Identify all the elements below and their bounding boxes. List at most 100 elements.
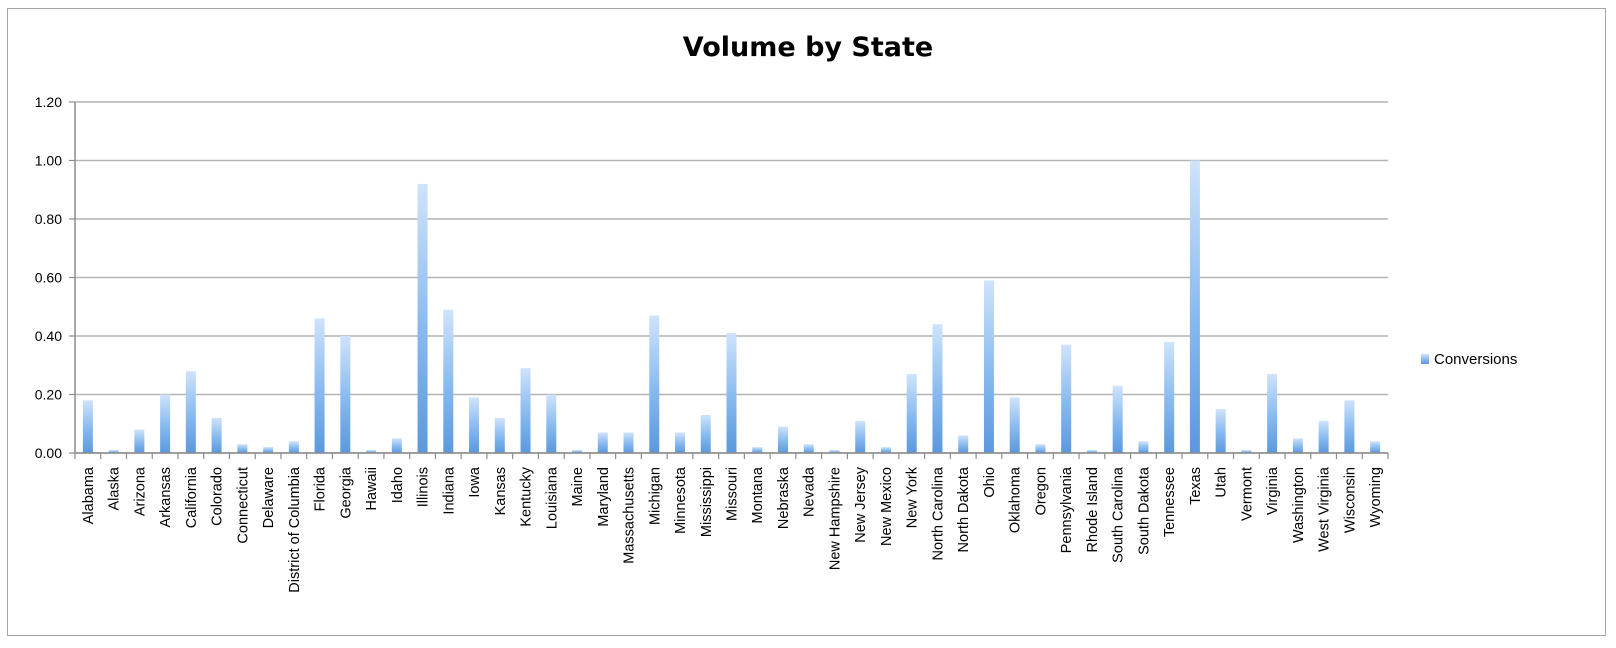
bar-oklahoma: [1009, 397, 1020, 453]
x-tick-label: Idaho: [390, 467, 406, 503]
legend: Conversions: [1421, 351, 1517, 368]
y-tick-label: 1.00: [35, 153, 62, 169]
bar-maine: [572, 450, 583, 453]
bar-california: [185, 371, 196, 453]
legend-label: Conversions: [1434, 351, 1517, 368]
bar-virginia: [1267, 374, 1278, 453]
x-tick-label: Florida: [313, 466, 329, 511]
bar-hawaii: [366, 450, 377, 453]
bar-mississippi: [700, 414, 711, 453]
bars: [82, 160, 1381, 453]
x-tick-label: Rhode Island: [1085, 467, 1101, 552]
y-tick-label: 0.20: [35, 387, 62, 403]
x-tick-label: Maine: [570, 467, 586, 507]
bar-arkansas: [160, 394, 171, 453]
x-tick-label: Connecticut: [235, 467, 251, 544]
x-tick-label: Louisiana: [544, 466, 560, 529]
x-tick-label: Vermont: [1239, 467, 1255, 521]
x-tick-label: Kentucky: [519, 466, 535, 526]
x-tick-label: Montana: [750, 466, 766, 523]
x-tick-label: Oklahoma: [1008, 466, 1024, 533]
bar-washington: [1292, 438, 1303, 453]
x-tick-label: Alaska: [107, 466, 123, 510]
bar-alaska: [108, 450, 119, 453]
x-tick-label: District of Columbia: [287, 466, 303, 593]
x-tick-label: Massachusetts: [622, 467, 638, 564]
x-axis: Alabama Alaska Arizona Arkansas California Co…: [74, 452, 1389, 593]
x-tick-label: Mississippi: [699, 467, 715, 537]
bar-tennessee: [1164, 341, 1175, 453]
bar-montana: [752, 447, 763, 453]
x-tick-label: Arkansas: [158, 467, 174, 527]
bar-rhode-island: [1086, 450, 1097, 453]
x-tick-label: Oregon: [1033, 467, 1049, 515]
x-tick-label: Delaware: [261, 467, 277, 528]
x-tick-label: Illinois: [416, 467, 432, 507]
x-tick-label: South Dakota: [1136, 466, 1152, 555]
bar-south-carolina: [1112, 385, 1123, 453]
bar-wisconsin: [1344, 400, 1355, 453]
bar-connecticut: [237, 444, 248, 453]
bar-colorado: [211, 417, 222, 453]
bar-wyoming: [1370, 441, 1381, 453]
chart-frame: [7, 8, 1606, 636]
x-tick-label: Nebraska: [776, 466, 792, 529]
bar-idaho: [391, 438, 402, 453]
x-tick-label: New Hampshire: [827, 467, 843, 570]
bar-florida: [314, 318, 325, 453]
chart-title: Volume by State: [682, 32, 934, 63]
x-tick-label: Nevada: [802, 466, 818, 517]
bar-ohio: [983, 280, 994, 453]
bar-minnesota: [675, 432, 686, 453]
bar-new-hampshire: [829, 450, 840, 453]
bar-south-dakota: [1138, 441, 1149, 453]
bar-illinois: [417, 183, 428, 453]
bar-massachusetts: [623, 432, 634, 453]
bar-west-virginia: [1318, 420, 1329, 453]
x-tick-label: North Carolina: [930, 466, 946, 560]
bar-arizona: [134, 429, 145, 453]
x-tick-label: California: [184, 466, 200, 528]
bar-north-carolina: [932, 324, 943, 453]
bar-new-york: [906, 374, 917, 453]
x-tick-label: New York: [905, 466, 921, 528]
bar-oregon: [1035, 444, 1046, 453]
x-tick-label: Alabama: [81, 466, 97, 524]
x-tick-label: Arizona: [132, 466, 148, 516]
x-tick-label: Utah: [1214, 467, 1230, 498]
x-tick-label: New Jersey: [853, 466, 869, 542]
y-tick-label: 0.80: [35, 211, 62, 227]
bar-kentucky: [520, 368, 531, 453]
x-tick-label: Tennessee: [1162, 467, 1178, 537]
y-tick-label: 0.60: [35, 270, 62, 286]
bar-new-jersey: [855, 420, 866, 453]
x-tick-label: Minnesota: [673, 466, 689, 534]
bar-district-of-columbia: [288, 441, 299, 453]
legend-swatch: [1421, 354, 1429, 364]
x-tick-label: Georgia: [338, 466, 354, 519]
bar-kansas: [494, 417, 505, 453]
x-tick-label: Kansas: [493, 467, 509, 515]
x-tick-label: West Virginia: [1317, 466, 1333, 552]
x-tick-label: Texas: [1188, 467, 1204, 505]
x-tick-label: Maryland: [596, 467, 612, 527]
bar-vermont: [1241, 450, 1252, 453]
y-tick-label: 0.40: [35, 328, 62, 344]
x-tick-label: South Carolina: [1111, 466, 1127, 563]
x-tick-label: Washington: [1291, 467, 1307, 543]
x-tick-label: Ohio: [982, 467, 998, 498]
bar-maryland: [597, 432, 608, 453]
y-axis: 0.00 0.20 0.40 0.60 0.80 1.00 1.20: [35, 94, 76, 461]
x-tick-label: Hawaii: [364, 467, 380, 511]
x-tick-label: Wisconsin: [1342, 467, 1358, 533]
bar-georgia: [340, 336, 351, 453]
y-tick-label: 1.20: [35, 94, 62, 110]
bar-utah: [1215, 409, 1226, 453]
bar-nevada: [803, 444, 814, 453]
bar-indiana: [443, 309, 454, 453]
bar-nebraska: [777, 426, 788, 453]
x-tick-label: Michigan: [647, 467, 663, 525]
bar-new-mexico: [880, 447, 891, 453]
y-tick-label: 0.00: [35, 445, 62, 461]
